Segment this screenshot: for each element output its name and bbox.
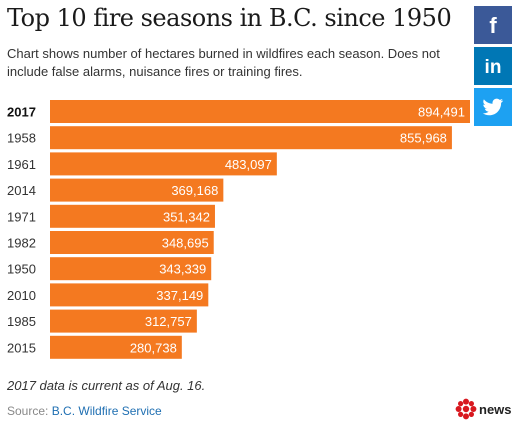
cbc-news-logo: news [455, 398, 512, 420]
bar-value-label: 337,149 [156, 288, 203, 303]
cbc-gem-icon [455, 398, 477, 420]
bar [50, 178, 224, 202]
y-tick-label: 1958 [7, 131, 36, 146]
bar [50, 126, 452, 150]
twitter-share-button[interactable] [474, 88, 512, 126]
bar-value-label: 343,339 [159, 262, 206, 277]
linkedin-share-button[interactable]: in [474, 47, 512, 85]
y-tick-label: 1950 [7, 262, 36, 277]
bar [50, 283, 209, 307]
y-tick-label: 2017 [7, 105, 36, 120]
bar-value-label: 280,738 [130, 340, 177, 355]
y-tick-label: 1961 [7, 157, 36, 172]
y-tick-label: 2014 [7, 183, 36, 198]
bar-value-label: 483,097 [225, 157, 272, 172]
bar [50, 309, 197, 333]
bar [50, 335, 182, 359]
facebook-share-button[interactable]: f [474, 6, 512, 44]
svg-text:in: in [485, 57, 502, 78]
bar-value-label: 312,757 [145, 314, 192, 329]
source-line: Source: B.C. Wildfire Service [7, 404, 162, 418]
source-prefix: Source: [7, 404, 49, 418]
bar-value-label: 348,695 [162, 236, 209, 251]
twitter-bird-icon [482, 98, 504, 116]
bar [50, 231, 214, 254]
facebook-icon: f [489, 13, 497, 38]
chart-subtitle: Chart shows number of hectares burned in… [7, 46, 440, 79]
bar-value-label: 369,168 [171, 183, 218, 198]
bar [50, 100, 470, 123]
bar-value-label: 351,342 [163, 209, 210, 224]
y-tick-label: 2010 [7, 288, 36, 303]
bar-chart: 2017 894,491 1958 855,968 1961 483,097 2014 369… [7, 100, 470, 359]
bar [50, 204, 215, 228]
svg-text:f: f [489, 13, 497, 38]
y-tick-label: 1971 [7, 209, 36, 224]
y-tick-label: 1982 [7, 236, 36, 251]
logo-text: news [479, 401, 512, 417]
bar [50, 257, 212, 281]
footnote: 2017 data is current as of Aug. 16. [7, 378, 206, 393]
bar-value-label: 894,491 [418, 105, 465, 120]
linkedin-icon: in [485, 57, 502, 78]
bar-value-label: 855,968 [400, 131, 447, 146]
y-tick-label: 1985 [7, 314, 36, 329]
bar [50, 152, 277, 176]
source-link[interactable]: B.C. Wildfire Service [51, 404, 162, 418]
chart-title: Top 10 fire seasons in B.C. since 1950 [7, 4, 452, 32]
y-tick-label: 2015 [7, 340, 36, 355]
